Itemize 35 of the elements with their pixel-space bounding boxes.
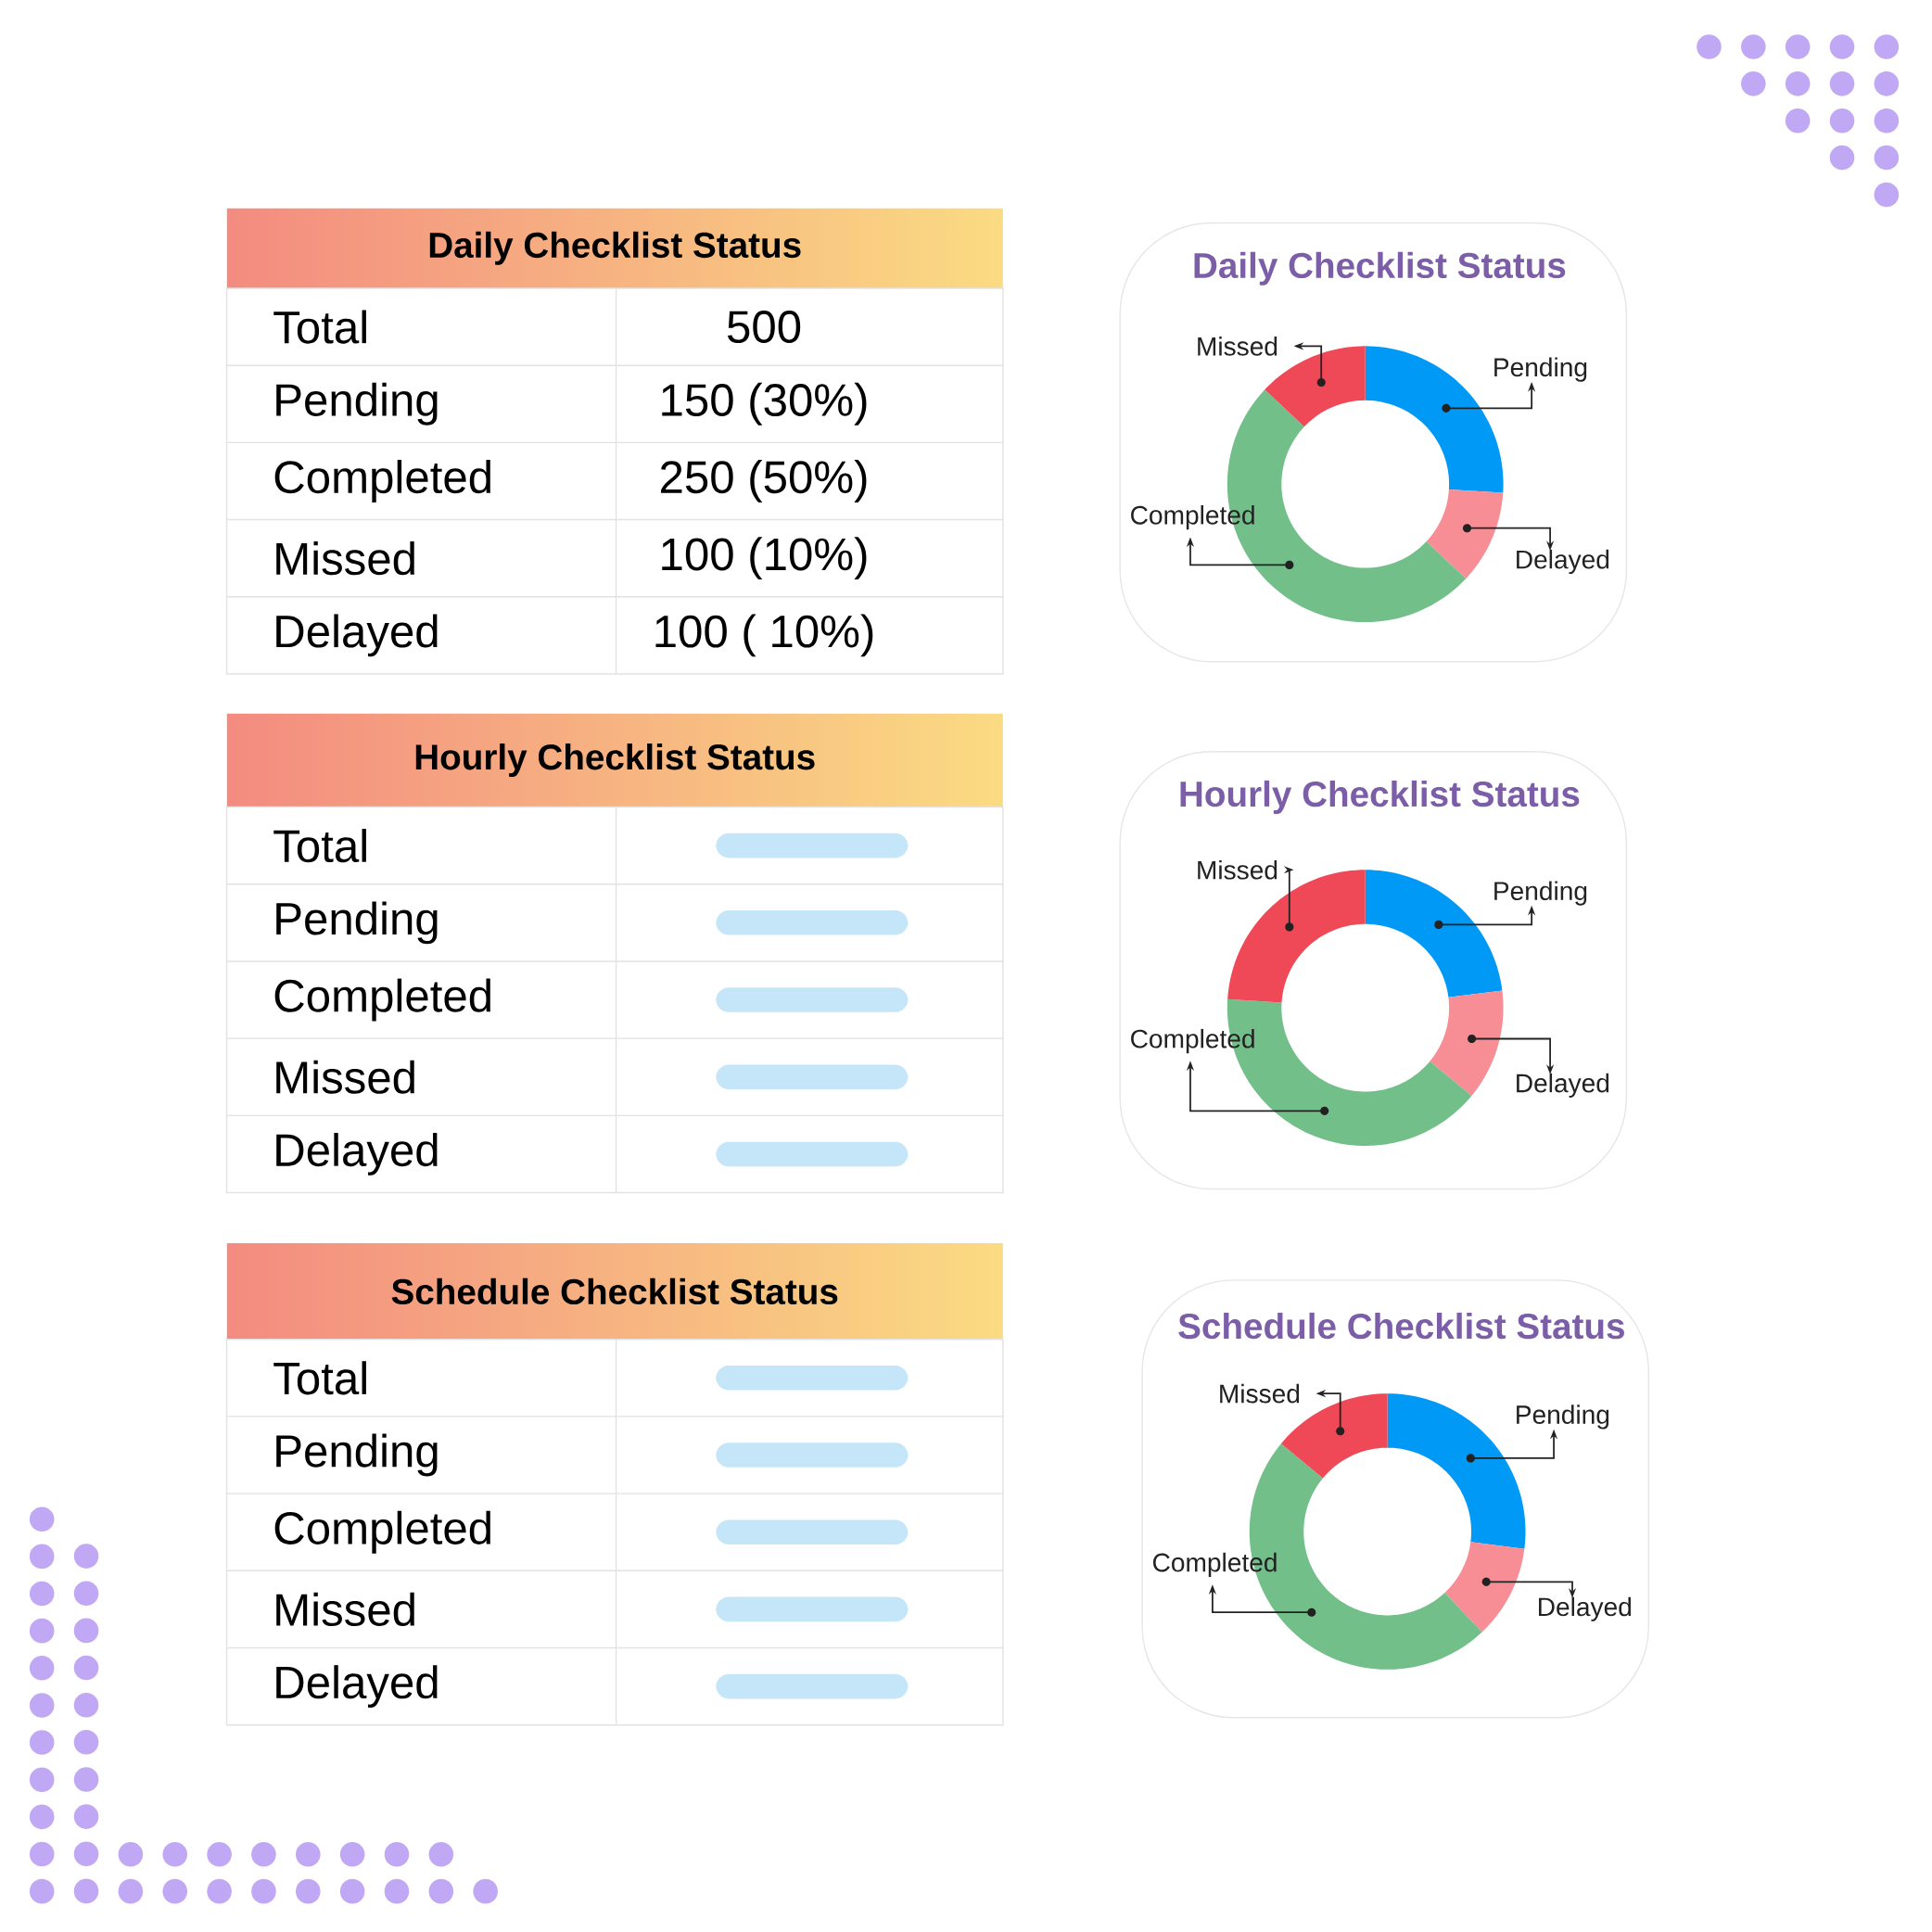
category-label: Delayed: [276, 614, 438, 657]
text: 250 (50%): [661, 460, 867, 502]
slice-label: Pending: [1494, 881, 1587, 906]
category-label: Completed: [274, 978, 490, 1022]
category-label: Pending: [276, 901, 438, 945]
category-label: Total: [273, 829, 366, 863]
text: Daily Checklist Status: [429, 231, 801, 265]
text: Hourly Checklist Status: [415, 744, 815, 778]
text: 500: [727, 311, 801, 344]
chart-title: Schedule Checklist Status: [1178, 1312, 1624, 1340]
category-label: Delayed: [276, 1665, 438, 1709]
text: 100 (10%): [662, 537, 867, 580]
category-label: Missed: [276, 1060, 414, 1094]
text: 100 ( 10%): [655, 614, 873, 657]
text: 150 (30%): [662, 382, 867, 426]
slice-label: Missed: [1198, 859, 1277, 880]
category-label: Completed: [274, 1510, 490, 1554]
category-label: Delayed: [276, 1132, 438, 1176]
slice-label: Missed: [1220, 1383, 1300, 1404]
category-label: Total: [273, 1361, 366, 1395]
slice-label: Pending: [1494, 357, 1587, 382]
category-label: Completed: [274, 460, 490, 502]
slice-label: Delayed: [1539, 1596, 1632, 1621]
text: Schedule Checklist Status: [391, 1277, 838, 1305]
slice-label: Missed: [1198, 337, 1277, 356]
category-label: Total: [273, 310, 366, 344]
category-label: Pending: [276, 1433, 438, 1477]
chart-title: Hourly Checklist Status: [1180, 780, 1580, 814]
chart-title: Daily Checklist Status: [1194, 251, 1566, 286]
slice-label: Delayed: [1517, 1073, 1609, 1098]
category-label: Missed: [276, 1592, 414, 1626]
slice-label: Pending: [1517, 1405, 1609, 1430]
slice-label: Delayed: [1517, 549, 1609, 575]
category-label: Missed: [276, 541, 414, 576]
category-label: Pending: [276, 382, 438, 426]
